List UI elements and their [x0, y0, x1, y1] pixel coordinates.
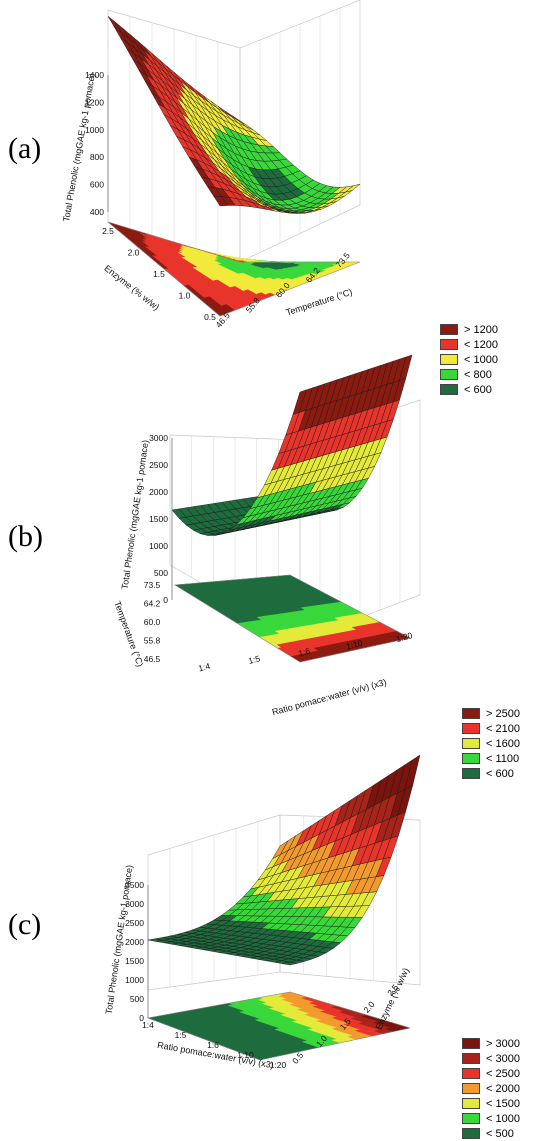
legend-swatch — [462, 1113, 480, 1124]
legend-item: < 1000 — [440, 352, 498, 367]
y-tick-label: 64.2 — [144, 599, 161, 609]
z-tick-label: 1000 — [85, 125, 104, 135]
y-tick-label: 73.5 — [144, 580, 161, 590]
legend-label: < 600 — [464, 384, 492, 396]
x-tick-label: 2.5 — [102, 226, 114, 236]
x-tick-label: 1:5 — [175, 1030, 187, 1040]
legend-label: > 1200 — [464, 324, 498, 336]
legend-item: > 2500 — [462, 706, 520, 721]
legend-swatch — [440, 384, 458, 395]
legend-label: < 2000 — [486, 1083, 520, 1095]
z-tick-label: 500 — [154, 568, 168, 578]
z-tick-label: 0 — [163, 595, 168, 605]
legend-item: < 800 — [440, 367, 498, 382]
z-tick-label: 2000 — [149, 487, 168, 497]
legend-item: < 1500 — [462, 1096, 520, 1111]
legend-label: < 500 — [486, 1128, 514, 1140]
x-tick-label: 1:5 — [247, 653, 261, 666]
x-tick-label: 2.0 — [128, 248, 140, 258]
z-tick-label: 500 — [130, 994, 144, 1004]
legend-item: < 500 — [462, 1126, 520, 1141]
response-surface — [108, 16, 360, 213]
z-axis-label: Total Phenolic (mgGAE kg-1 pomace) — [120, 439, 151, 590]
legend-label: < 3000 — [486, 1053, 520, 1065]
legend-label: < 2100 — [486, 723, 520, 735]
z-tick-label: 600 — [90, 180, 104, 190]
z-tick-label: 1500 — [125, 956, 144, 966]
legend-item: > 3000 — [462, 1036, 520, 1051]
legend-swatch — [440, 369, 458, 380]
z-tick-label: 2000 — [125, 937, 144, 947]
legend-swatch — [440, 354, 458, 365]
legend-label: < 800 — [464, 369, 492, 381]
z-tick-label: 1500 — [149, 514, 168, 524]
legend-item: < 3000 — [462, 1051, 520, 1066]
z-tick-label: 2500 — [149, 460, 168, 470]
x-tick-label: 0.5 — [204, 312, 216, 322]
legend-item: < 2500 — [462, 1066, 520, 1081]
legend-swatch — [462, 1128, 480, 1139]
y-tick-label: 60.0 — [144, 617, 161, 627]
legend-label: > 2500 — [486, 708, 520, 720]
legend-item: < 600 — [440, 382, 498, 397]
y-tick-label: 73.5 — [334, 250, 352, 269]
y-axis-label: Temperature (°C) — [112, 600, 145, 668]
legend-swatch — [462, 738, 480, 749]
z-tick-label: 400 — [90, 207, 104, 217]
x-tick-label: 1.0 — [179, 291, 191, 301]
y-axis-label: Enzyme (% w/w) — [374, 966, 411, 1031]
legend-swatch — [440, 324, 458, 335]
legend-swatch — [462, 1038, 480, 1049]
legend-item: > 1200 — [440, 322, 498, 337]
legend-a: > 1200 < 1200 < 1000 < 800 < 600 — [440, 322, 498, 397]
x-axis-label: Ratio pomace:water (v/v) (x3) — [271, 677, 388, 717]
legend-label: < 1000 — [486, 1113, 520, 1125]
floor-contour — [175, 575, 410, 662]
legend-item: < 2000 — [462, 1081, 520, 1096]
legend-swatch — [462, 1098, 480, 1109]
legend-label: < 1500 — [486, 1098, 520, 1110]
legend-swatch — [462, 1068, 480, 1079]
response-surface — [148, 755, 420, 965]
legend-label: < 2500 — [486, 1068, 520, 1080]
y-axis-label: Temperature (°C) — [285, 287, 354, 318]
legend-swatch — [462, 1083, 480, 1094]
legend-label: > 3000 — [486, 1038, 520, 1050]
z-axis-label: Total Phenolic (mgGAE kg-1 pomace) — [61, 72, 97, 222]
legend-label: < 1200 — [464, 339, 498, 351]
z-tick-label: 1000 — [149, 541, 168, 551]
z-tick-label: 800 — [90, 152, 104, 162]
z-tick-label: 2500 — [125, 918, 144, 928]
legend-c: > 3000 < 3000 < 2500 < 2000 < 1500 < 1000 < 50… — [462, 1036, 520, 1141]
x-tick-label: 1:4 — [197, 661, 211, 674]
x-tick-label: 1.5 — [153, 269, 165, 279]
y-tick-label: 55.8 — [144, 636, 161, 646]
legend-swatch — [462, 723, 480, 734]
legend-label: < 1000 — [464, 354, 498, 366]
y-tick-label: 46.5 — [144, 654, 161, 664]
legend-item: < 1000 — [462, 1111, 520, 1126]
legend-swatch — [462, 1053, 480, 1064]
y-tick-label: 2.0 — [361, 999, 376, 1015]
z-tick-label: 3000 — [149, 433, 168, 443]
legend-swatch — [462, 708, 480, 719]
legend-swatch — [440, 339, 458, 350]
legend-label: < 1600 — [486, 738, 520, 750]
x-tick-label: 1:4 — [142, 1020, 154, 1030]
legend-item: < 2100 — [462, 721, 520, 736]
legend-item: < 1200 — [440, 337, 498, 352]
z-tick-label: 1000 — [125, 975, 144, 985]
legend-item: < 1600 — [462, 736, 520, 751]
